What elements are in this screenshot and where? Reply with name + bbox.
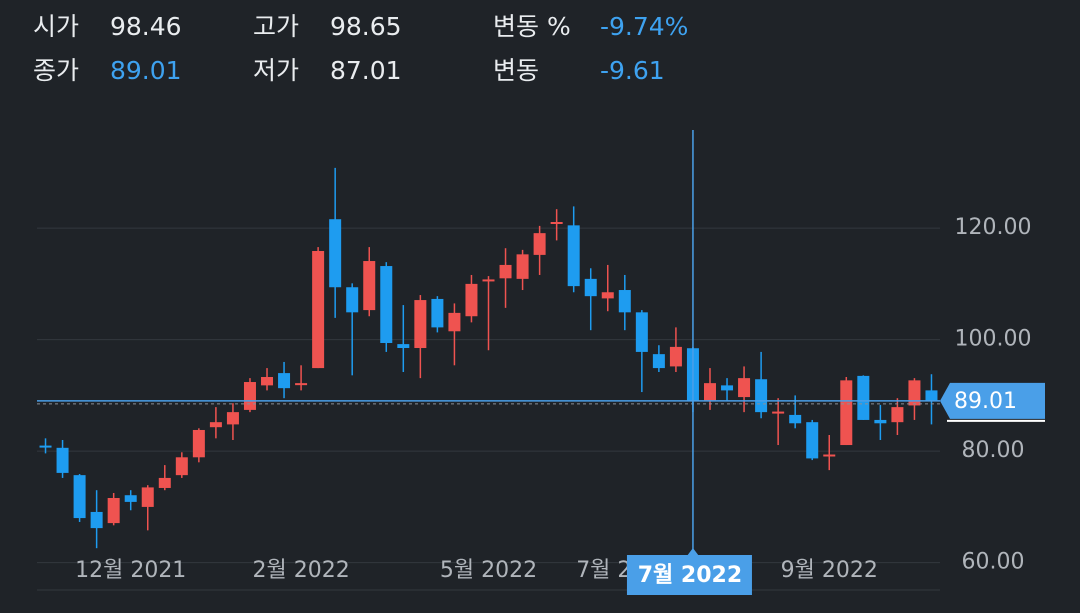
candle-body [567, 225, 580, 287]
info-label: 변동 [493, 56, 539, 85]
candle-body [107, 498, 120, 524]
info-value: 89.01 [110, 56, 182, 85]
candle-body [516, 254, 529, 279]
candle-body [618, 290, 631, 313]
info-value: 98.65 [330, 12, 402, 41]
x-tick-label: 5월 2022 [440, 558, 537, 583]
info-label: 고가 [253, 12, 299, 41]
candle-body [840, 380, 853, 446]
info-label: 시가 [33, 12, 79, 41]
y-tick-label: 100.00 [955, 327, 1032, 352]
candle-body [448, 312, 461, 332]
crosshair-label-box [626, 555, 752, 595]
candle-body [703, 383, 716, 401]
candle-body [550, 222, 563, 224]
y-tick-label: 120.00 [955, 215, 1032, 240]
candle-body [56, 447, 69, 473]
candle-body [175, 457, 188, 476]
crosshair-label: 7월 2022 [638, 563, 742, 588]
candle-body [635, 312, 648, 352]
candle-body [669, 346, 682, 367]
candle-body [465, 283, 478, 317]
candle-body [823, 454, 836, 457]
candle-body [584, 278, 597, 297]
candle-body [414, 300, 427, 349]
candle-body [329, 219, 342, 288]
candle-body [380, 266, 393, 343]
crosshair-label-arrow [686, 548, 699, 556]
candle-body [499, 264, 512, 279]
x-tick-label: 9월 2022 [781, 558, 878, 583]
candle-body [261, 377, 274, 386]
candle-body [363, 261, 376, 311]
candle-body [891, 407, 904, 423]
price-tag-box [940, 382, 1045, 419]
candle-body [533, 233, 546, 255]
info-label: 변동 % [493, 12, 571, 41]
candle-body [908, 380, 921, 406]
candle-body [209, 422, 222, 428]
candle-body [90, 511, 103, 529]
info-label: 종가 [33, 56, 79, 85]
candle-body [874, 419, 887, 424]
candle-body [738, 378, 751, 398]
candle-body [141, 487, 154, 507]
x-tick-label: 2월 2022 [252, 558, 349, 583]
candle-body [857, 375, 870, 420]
candle-body [789, 414, 802, 424]
candle-body [431, 298, 444, 328]
candle-body [295, 383, 308, 386]
y-tick-label: 80.00 [962, 438, 1025, 463]
candle-body [158, 477, 171, 488]
candle-body [806, 422, 819, 459]
candle-body [482, 279, 495, 282]
candle-body [124, 495, 137, 502]
candle-body [721, 385, 734, 391]
candle-body [39, 445, 52, 448]
candle-body [243, 382, 256, 410]
y-tick-label: 60.00 [962, 550, 1025, 575]
candle-body [397, 344, 410, 349]
info-label: 저가 [253, 56, 299, 85]
candle-body [73, 475, 86, 519]
info-value: 87.01 [330, 56, 402, 85]
x-tick-label: 12월 2021 [75, 558, 186, 583]
candle-body [346, 287, 359, 313]
candle-body [192, 429, 205, 458]
candle-body [226, 412, 239, 425]
candle-body [312, 250, 325, 369]
candle-body [652, 354, 665, 369]
info-value: -9.61 [600, 56, 665, 85]
price-tag-label: 89.01 [954, 389, 1017, 414]
candle-body [772, 411, 785, 414]
candle-body [278, 373, 291, 389]
candle-body [925, 390, 938, 401]
candle-body [755, 379, 768, 413]
candle-body [601, 292, 614, 299]
info-value: -9.74% [600, 12, 688, 41]
info-value: 98.46 [110, 12, 182, 41]
